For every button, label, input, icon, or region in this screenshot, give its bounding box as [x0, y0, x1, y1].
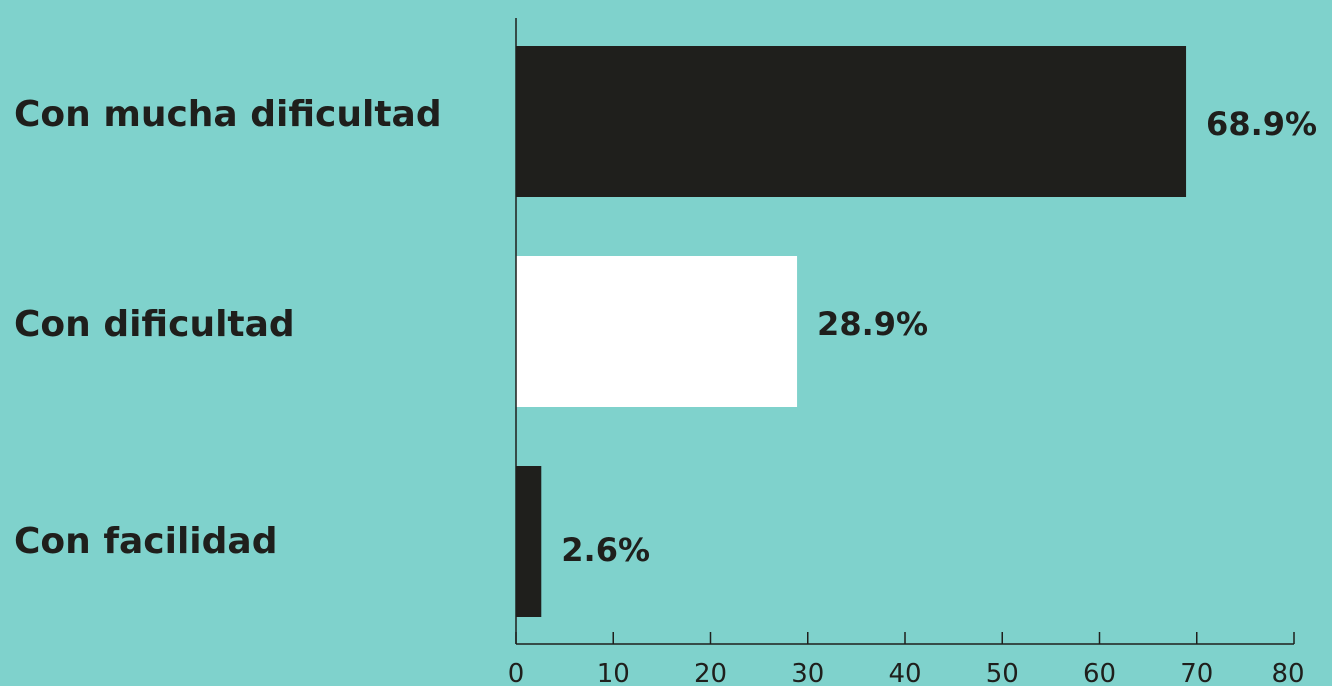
value-label: 68.9% [1206, 105, 1317, 143]
x-tick-label: 50 [986, 659, 1019, 686]
category-label: Con mucha dificultad [14, 94, 442, 135]
category-label: Con dificultad [14, 304, 295, 345]
bar [516, 256, 798, 407]
x-tick-label: 80 [1271, 659, 1304, 686]
bar [516, 46, 1187, 197]
x-tick-label: 70 [1180, 659, 1213, 686]
x-tick-label: 0 [508, 659, 525, 686]
value-label: 2.6% [561, 531, 650, 569]
bars-layer [516, 46, 1187, 617]
x-tick-label: 20 [694, 659, 727, 686]
value-label: 28.9% [817, 305, 928, 343]
category-label: Con facilidad [14, 521, 277, 562]
value-labels: 68.9% 28.9% 2.6% [561, 105, 1317, 569]
x-tick-label: 30 [791, 659, 824, 686]
x-axis: 0 10 20 30 40 50 60 70 80 [508, 18, 1305, 686]
x-tick-label: 60 [1083, 659, 1116, 686]
x-tick-label: 10 [597, 659, 630, 686]
x-tick-label: 40 [888, 659, 921, 686]
category-labels: Con mucha dificultad Con dificultad Con fa… [14, 94, 442, 562]
bar [516, 466, 542, 617]
